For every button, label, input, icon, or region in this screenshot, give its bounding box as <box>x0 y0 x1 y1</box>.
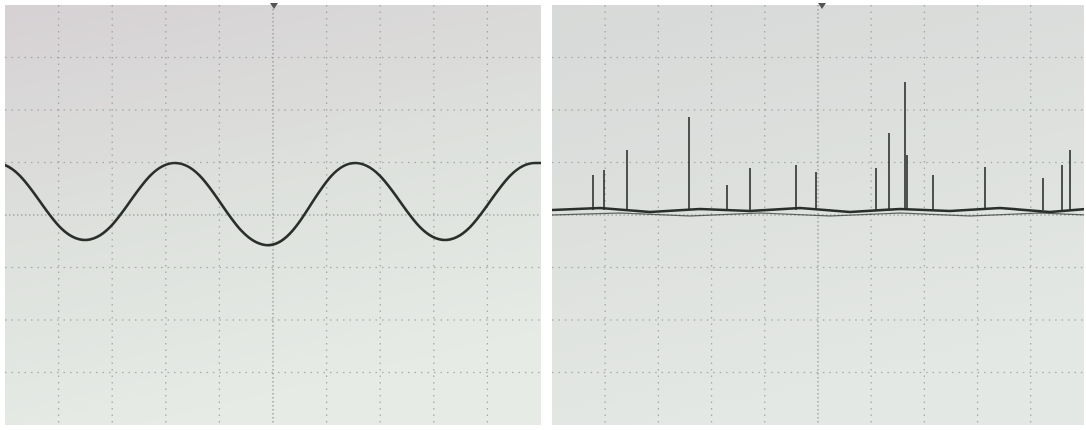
page: (() => { const data = JSON.parse(documen… <box>0 0 1086 430</box>
scope-photo <box>0 0 1086 430</box>
